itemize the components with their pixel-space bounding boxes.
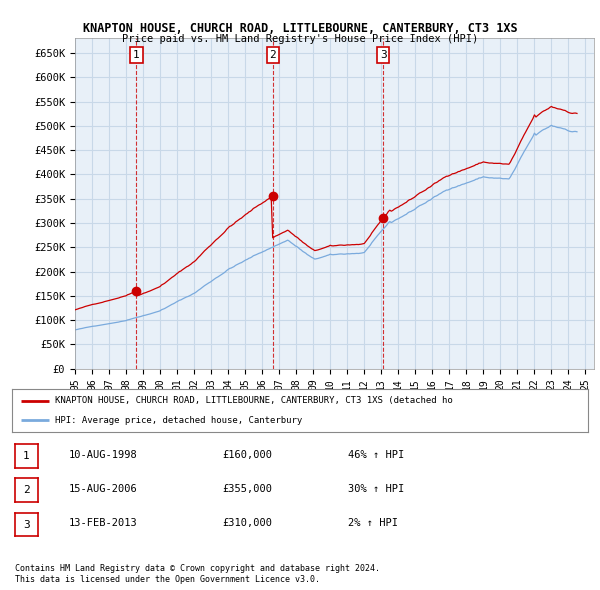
Text: 3: 3	[23, 520, 30, 529]
Text: 2: 2	[23, 486, 30, 495]
Text: 2: 2	[269, 50, 276, 60]
Text: 2% ↑ HPI: 2% ↑ HPI	[348, 519, 398, 528]
Text: 13-FEB-2013: 13-FEB-2013	[69, 519, 138, 528]
Text: £310,000: £310,000	[222, 519, 272, 528]
Text: KNAPTON HOUSE, CHURCH ROAD, LITTLEBOURNE, CANTERBURY, CT3 1XS: KNAPTON HOUSE, CHURCH ROAD, LITTLEBOURNE…	[83, 22, 517, 35]
Text: 1: 1	[23, 451, 30, 461]
Text: 10-AUG-1998: 10-AUG-1998	[69, 450, 138, 460]
Text: HPI: Average price, detached house, Canterbury: HPI: Average price, detached house, Cant…	[55, 416, 302, 425]
Text: 1: 1	[133, 50, 140, 60]
Text: £355,000: £355,000	[222, 484, 272, 494]
Text: £160,000: £160,000	[222, 450, 272, 460]
Text: Price paid vs. HM Land Registry's House Price Index (HPI): Price paid vs. HM Land Registry's House …	[122, 34, 478, 44]
Text: Contains HM Land Registry data © Crown copyright and database right 2024.: Contains HM Land Registry data © Crown c…	[15, 565, 380, 573]
Text: KNAPTON HOUSE, CHURCH ROAD, LITTLEBOURNE, CANTERBURY, CT3 1XS (detached ho: KNAPTON HOUSE, CHURCH ROAD, LITTLEBOURNE…	[55, 396, 453, 405]
Text: This data is licensed under the Open Government Licence v3.0.: This data is licensed under the Open Gov…	[15, 575, 320, 584]
Text: 15-AUG-2006: 15-AUG-2006	[69, 484, 138, 494]
Text: 46% ↑ HPI: 46% ↑ HPI	[348, 450, 404, 460]
Text: 3: 3	[380, 50, 387, 60]
Text: 30% ↑ HPI: 30% ↑ HPI	[348, 484, 404, 494]
